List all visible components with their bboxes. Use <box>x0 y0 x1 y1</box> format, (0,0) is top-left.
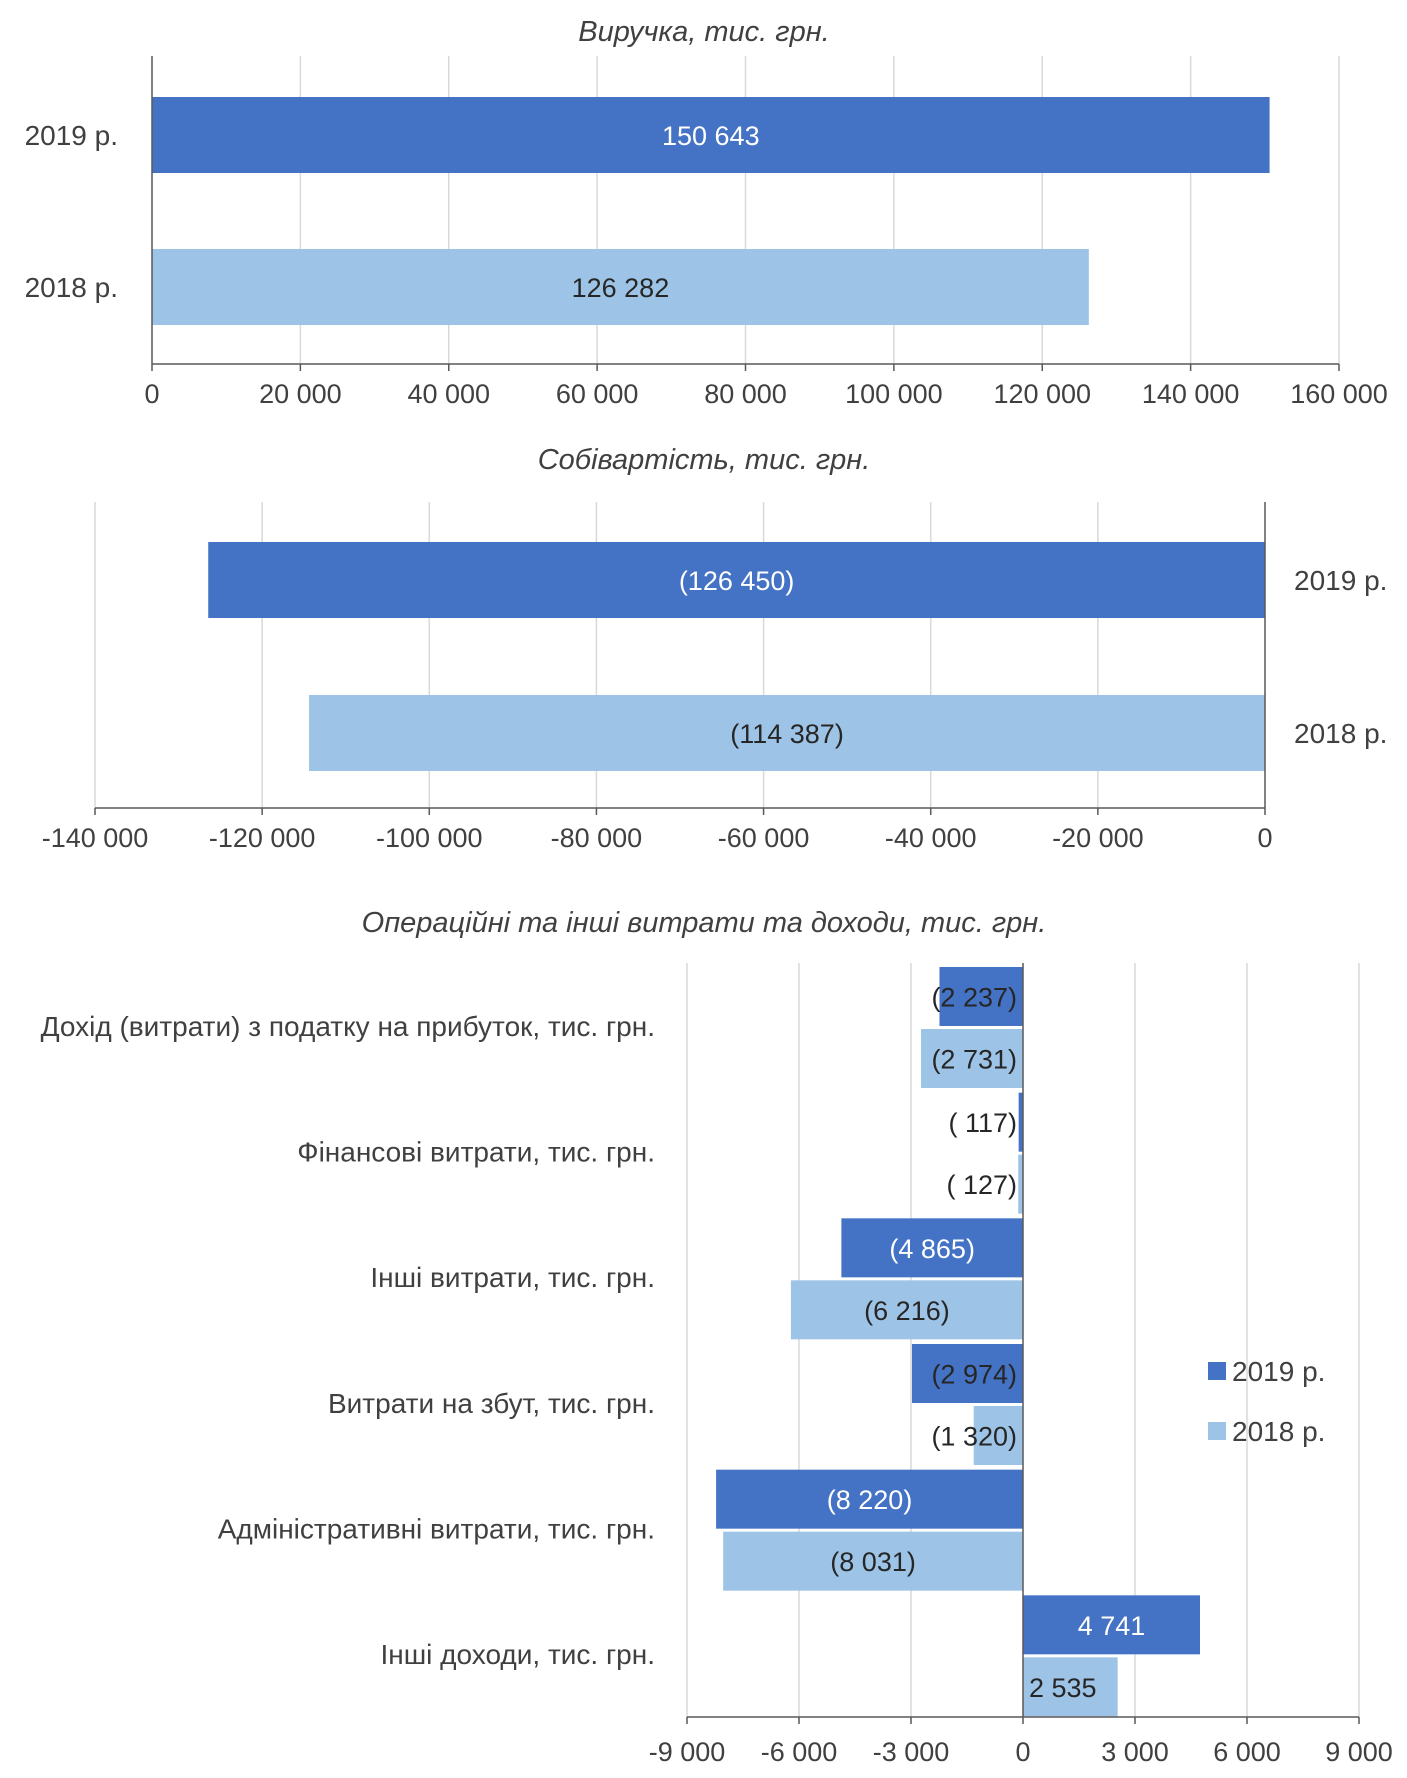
tick-label: -80 000 <box>551 823 643 853</box>
bar-2019 <box>716 1469 1023 1529</box>
data-label: (114 387) <box>730 719 844 749</box>
tick-label: 100 000 <box>845 379 943 409</box>
bar-2019 <box>1023 1595 1200 1655</box>
bar-2019 <box>152 97 1270 173</box>
tick-label: 60 000 <box>556 379 639 409</box>
tick-label: 140 000 <box>1142 379 1240 409</box>
data-label: (8 031) <box>830 1547 916 1577</box>
bar-2019 <box>208 542 1266 618</box>
category-label: 2019 р. <box>1294 565 1387 596</box>
tick-label: 3 000 <box>1101 1737 1169 1767</box>
legend-label: 2018 р. <box>1232 1416 1325 1447</box>
tick-label: 80 000 <box>704 379 787 409</box>
cost-chart: -140 000 -120 000 -100 000 -80 000 -60 000 -4… <box>42 502 1387 853</box>
bar-2019 <box>1018 1092 1023 1152</box>
legend-label: 2019 р. <box>1232 1356 1325 1387</box>
data-label: (4 865) <box>889 1234 975 1264</box>
revenue-chart: 0 20 000 40 000 60 000 80 000 100 000 120 000 1… <box>25 56 1388 409</box>
data-label: (1 320) <box>931 1422 1017 1452</box>
chart2-title: Собівартість, тис. грн. <box>538 444 871 476</box>
tick-label: 9 000 <box>1325 1737 1393 1767</box>
tick-label: 120 000 <box>993 379 1091 409</box>
category-label: 2019 р. <box>25 120 118 151</box>
category-label: Інші доходи, тис. грн. <box>380 1639 655 1670</box>
data-label: 4 741 <box>1078 1611 1146 1641</box>
legend-swatch-2019 <box>1208 1362 1226 1380</box>
bar-2019 <box>939 967 1023 1026</box>
tick-label: -60 000 <box>718 823 810 853</box>
category-label: 2018 р. <box>1294 718 1387 749</box>
chart3-title: Операційні та інші витрати та доходи, ти… <box>362 907 1047 939</box>
data-label: (126 450) <box>679 566 795 596</box>
category-label: Витрати на збут, тис. грн. <box>328 1388 655 1419</box>
bar-2018 <box>1018 1154 1023 1214</box>
operating-chart: -9 000 -6 000 -3 000 0 3 000 6 000 9 000 Дохід … <box>41 963 1393 1767</box>
data-label: ( 127) <box>946 1170 1017 1200</box>
bar-2018 <box>1023 1657 1118 1717</box>
tick-label: 40 000 <box>407 379 490 409</box>
tick-label: 6 000 <box>1213 1737 1281 1767</box>
chart1-title: Виручка, тис. грн. <box>578 16 829 48</box>
data-label: (8 220) <box>827 1485 913 1515</box>
legend: 2019 р. 2018 р. <box>1208 1356 1325 1447</box>
tick-label: -140 000 <box>42 823 149 853</box>
bar-2018 <box>152 249 1089 325</box>
tick-label: 0 <box>1257 823 1272 853</box>
tick-label: -20 000 <box>1052 823 1144 853</box>
category-label: Дохід (витрати) з податку на прибуток, т… <box>41 1011 655 1042</box>
tick-label: -3 000 <box>873 1737 950 1767</box>
category-label: Адміністративні витрати, тис. грн. <box>218 1514 655 1545</box>
tick-label: -40 000 <box>885 823 977 853</box>
bar-2018 <box>973 1406 1023 1465</box>
legend-swatch-2018 <box>1208 1422 1226 1440</box>
bar-2019 <box>911 1344 1023 1403</box>
data-label: (2 237) <box>931 983 1017 1013</box>
tick-label: -9 000 <box>649 1737 726 1767</box>
tick-label: -120 000 <box>209 823 316 853</box>
tick-label: 0 <box>144 379 159 409</box>
data-label: (2 731) <box>931 1045 1017 1075</box>
data-label: 2 535 <box>1029 1673 1097 1703</box>
data-label: ( 117) <box>948 1108 1017 1138</box>
category-label: 2018 р. <box>25 272 118 303</box>
tick-label: -6 000 <box>761 1737 838 1767</box>
tick-label: 160 000 <box>1290 379 1388 409</box>
category-label: Інші витрати, тис. грн. <box>370 1262 655 1293</box>
data-label: 150 643 <box>662 121 760 151</box>
data-label: (2 974) <box>931 1360 1017 1390</box>
data-label: (6 216) <box>864 1296 950 1326</box>
bar-2018 <box>309 695 1265 771</box>
tick-label: 0 <box>1015 1737 1030 1767</box>
category-label: Фінансові витрати, тис. грн. <box>297 1137 655 1168</box>
bar-2019 <box>841 1218 1023 1278</box>
tick-label: 20 000 <box>259 379 342 409</box>
bar-2018 <box>790 1280 1023 1340</box>
bar-2018 <box>921 1029 1023 1088</box>
data-label: 126 282 <box>572 273 670 303</box>
bar-2018 <box>723 1531 1023 1591</box>
tick-label: -100 000 <box>376 823 483 853</box>
